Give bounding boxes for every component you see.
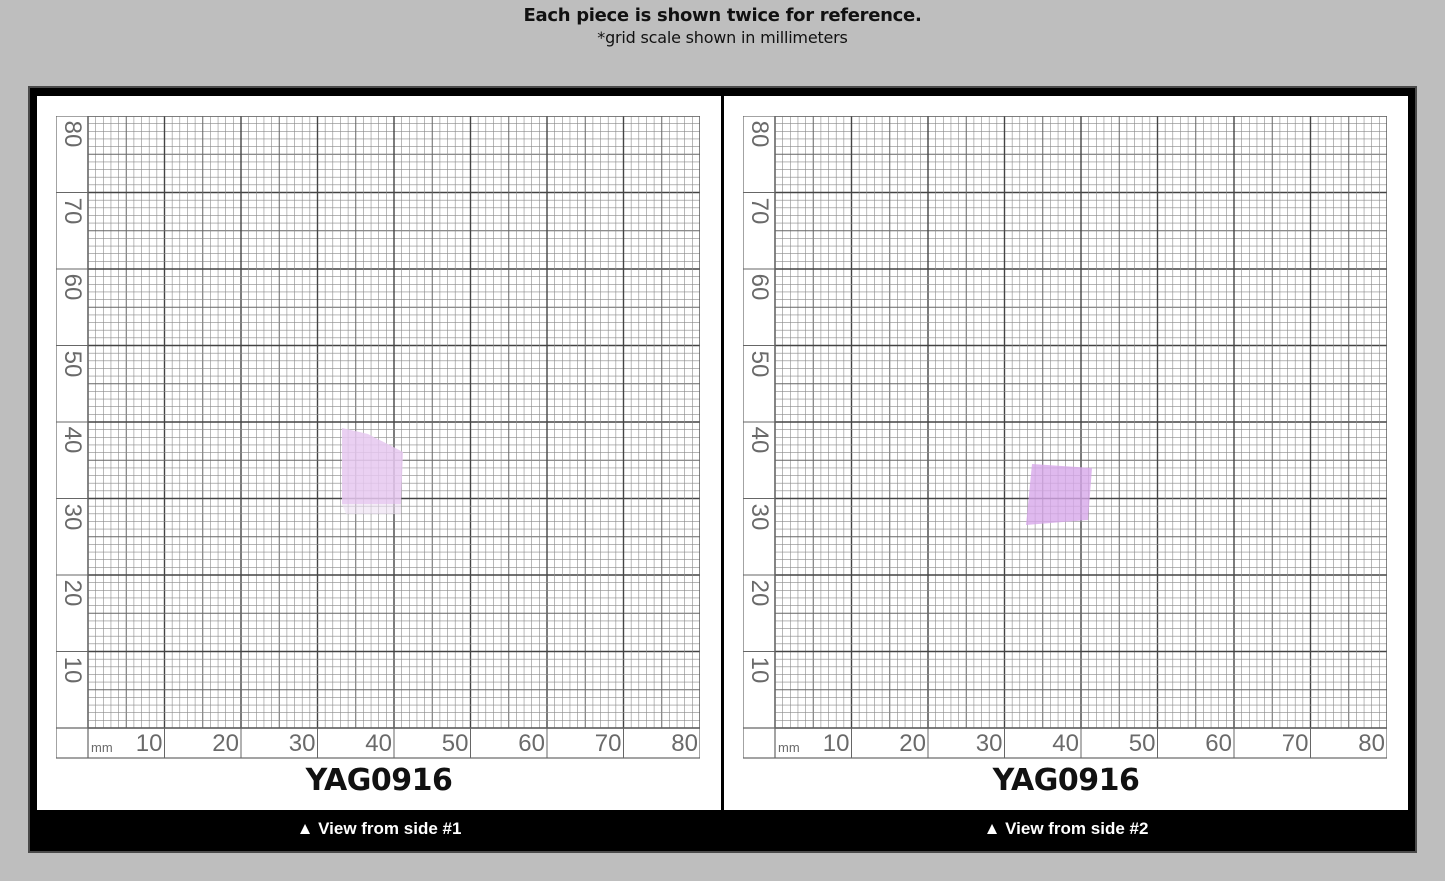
y-axis-tick-label: 40	[746, 426, 773, 454]
y-axis-tick-label: 60	[59, 273, 86, 301]
y-axis-tick-label: 10	[746, 656, 773, 683]
y-axis-tick-label: 60	[746, 273, 773, 301]
x-axis-tick-label: 40	[1052, 730, 1079, 757]
grid-sheet: 80 70 60 50 40 30 20 10 10 20 30 40 50 60 70 80 mm	[743, 116, 1387, 760]
y-axis-tick-label: 70	[59, 197, 86, 224]
y-axis-tick-label: 70	[746, 197, 773, 224]
caption-side-2: ▲ View from side #2	[983, 819, 1149, 838]
unit-label: mm	[778, 740, 800, 755]
x-axis-tick-label: 30	[288, 730, 316, 757]
header-subtitle: *grid scale shown in millimeters	[597, 28, 848, 47]
page-header: Each piece is shown twice for reference.…	[0, 4, 1445, 48]
mm-grid	[56, 116, 700, 759]
x-axis-tick-label: 70	[1281, 730, 1309, 757]
x-axis-tick-label: 80	[1358, 730, 1385, 757]
photo-frame: 80 70 60 50 40 30 20 10 10 20 30 40 50 60 70 80 mm YAG09…	[28, 86, 1417, 853]
x-axis-tick-label: 80	[671, 730, 698, 757]
panel-side-1: 80 70 60 50 40 30 20 10 10 20 30 40 50 60 70 80 mm YAG09…	[37, 96, 721, 810]
piece-id-label: YAG0916	[305, 763, 453, 798]
y-axis-tick-label: 30	[59, 503, 86, 530]
x-axis-tick-label: 20	[899, 730, 926, 757]
y-axis-tick-label: 80	[746, 120, 773, 148]
header-title: Each piece is shown twice for reference.	[523, 5, 922, 26]
y-axis-tick-label: 20	[59, 579, 86, 607]
x-axis-tick-label: 30	[975, 730, 1003, 757]
mm-grid	[743, 116, 1387, 759]
unit-label: mm	[91, 740, 113, 755]
x-axis-tick-label: 50	[1128, 730, 1156, 757]
caption-side-1: ▲ View from side #1	[296, 819, 462, 838]
y-axis-tick-label: 80	[59, 120, 86, 148]
x-axis-tick-label: 10	[822, 730, 850, 757]
x-axis-tick-label: 20	[212, 730, 239, 757]
y-axis-tick-label: 40	[59, 426, 86, 454]
y-axis-tick-label: 20	[746, 579, 773, 607]
y-axis-tick-label: 30	[746, 503, 773, 530]
x-axis-tick-label: 60	[1205, 730, 1232, 757]
x-axis-tick-label: 50	[441, 730, 469, 757]
x-axis-tick-label: 10	[135, 730, 163, 757]
grid-sheet: 80 70 60 50 40 30 20 10 10 20 30 40 50 60 70 80 mm	[56, 116, 700, 760]
x-axis-tick-label: 60	[518, 730, 545, 757]
x-axis-tick-label: 40	[365, 730, 392, 757]
panel-side-2: 80 70 60 50 40 30 20 10 10 20 30 40 50 60 70 80 mm YAG09…	[724, 96, 1408, 810]
piece-id-label: YAG0916	[992, 763, 1140, 798]
y-axis-tick-label: 10	[59, 656, 86, 683]
y-axis-tick-label: 50	[59, 350, 86, 377]
y-axis-tick-label: 50	[746, 350, 773, 377]
x-axis-tick-label: 70	[594, 730, 622, 757]
